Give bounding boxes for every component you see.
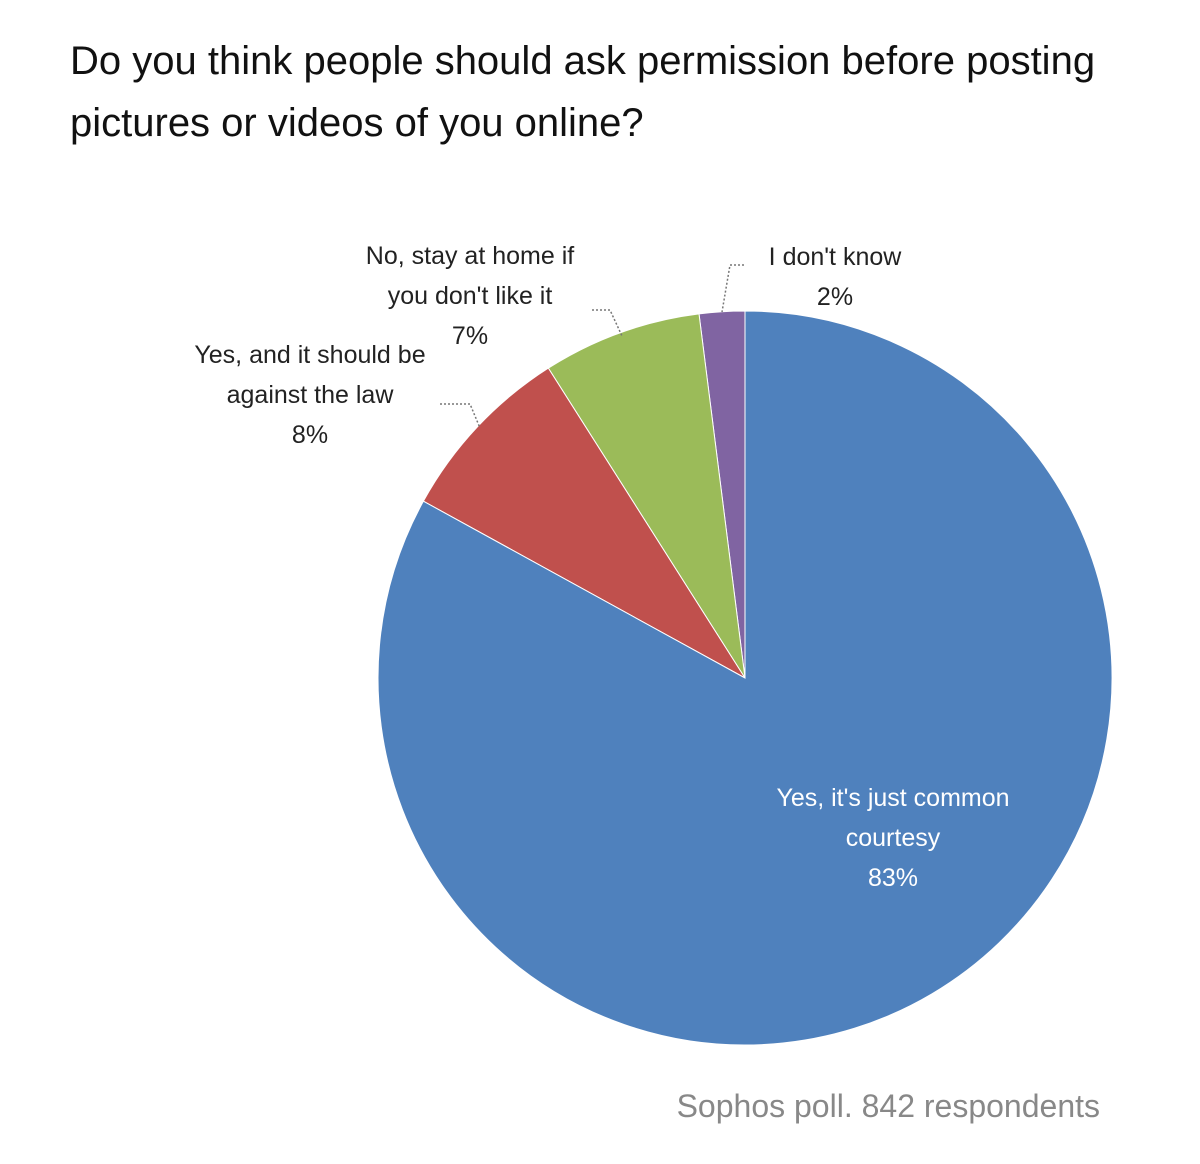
pie-slice: [422, 367, 746, 679]
leader-lines: [440, 264, 744, 429]
pie-slice: [547, 313, 746, 679]
value-label: 83%: [867, 864, 919, 892]
source-note: Sophos poll. 842 respondents: [676, 1088, 1100, 1124]
category-label: No, stay at home if you don't like it: [365, 242, 575, 310]
chart-title: Do you think people should ask permissio…: [70, 39, 1096, 145]
leader-line: [592, 309, 623, 337]
category-label: I don't know: [768, 243, 902, 271]
slice-label: Yes, and it should be against the law 8%: [175, 335, 445, 455]
pie-slice: [377, 310, 1113, 1046]
category-label: Yes, and it should be against the law: [194, 341, 426, 409]
value-label: 8%: [291, 421, 329, 449]
slice-label: No, stay at home if you don't like it 7%: [345, 236, 595, 356]
category-label: Yes, it's just common courtesy: [776, 784, 1010, 852]
value-label: 2%: [816, 283, 854, 311]
slice-label: Yes, it's just common courtesy 83%: [743, 778, 1043, 898]
slice-label: I don't know 2%: [725, 237, 945, 317]
leader-line: [440, 403, 481, 429]
value-label: 7%: [451, 322, 489, 350]
leader-line: [721, 264, 744, 313]
